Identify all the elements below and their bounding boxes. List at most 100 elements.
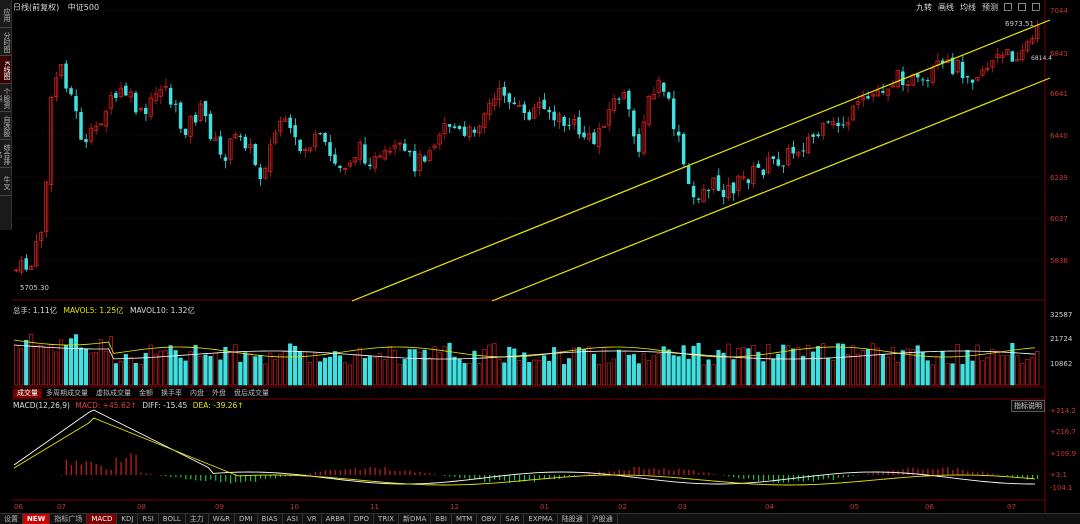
bottom-tab-14[interactable]: DPO [350, 514, 375, 524]
volume-bar [940, 351, 945, 386]
candle-body [108, 95, 114, 109]
candle-body [163, 85, 168, 88]
volume-bar [686, 358, 691, 386]
bottom-tab-18[interactable]: MTM [452, 514, 478, 524]
candle-body [407, 150, 412, 153]
volume-bar [980, 360, 985, 386]
volume-bar [467, 362, 472, 386]
candle-body [556, 113, 562, 123]
volume-tab-7[interactable]: 盘后成交量 [234, 389, 269, 397]
candle-body [776, 159, 781, 166]
bottom-tab-12[interactable]: VR [303, 514, 322, 524]
indicator-help-button[interactable]: 指标说明 [1011, 400, 1045, 412]
candle-body [302, 149, 308, 151]
volume-tab-2[interactable]: 虚拟成交量 [96, 389, 131, 397]
bottom-tab-0[interactable]: 设置 [0, 514, 23, 524]
candle-body [293, 125, 297, 138]
list-icon[interactable] [1018, 3, 1026, 11]
volume-tab-6[interactable]: 外盘 [212, 389, 226, 397]
candle-body [965, 76, 970, 78]
candle-body [124, 85, 128, 96]
candle-body [368, 164, 372, 167]
macd-dea-line [13, 417, 1036, 486]
volume-bar [850, 345, 856, 386]
volume-bar [63, 344, 69, 386]
bottom-tab-22[interactable]: 陆股通 [558, 514, 588, 524]
volume-bar [178, 357, 183, 386]
bottom-tab-20[interactable]: SAR [501, 514, 525, 524]
candle-body [228, 138, 233, 160]
volume-axis-label: 32587 [1050, 311, 1073, 319]
bottom-tab-23[interactable]: 沪股通 [588, 514, 618, 524]
high-annotation: 6973.51 [1005, 20, 1034, 28]
top-tool-2[interactable]: 均线 [960, 3, 976, 12]
volume-bar [646, 360, 651, 386]
current-annotation: 6814.4 [1031, 55, 1052, 62]
macd-diff-line [13, 409, 1036, 485]
candle-body [811, 134, 815, 137]
volume-bar [113, 363, 118, 386]
macd-axis-label: +314.2 [1050, 407, 1076, 415]
bottom-tab-2[interactable]: 指标广场 [50, 514, 88, 524]
bottom-tab-1[interactable]: NEW [23, 514, 51, 524]
candle-body [656, 79, 661, 93]
volume-bar [791, 348, 796, 386]
volume-bar [900, 350, 905, 386]
candle-body [1030, 38, 1035, 44]
top-tool-1[interactable]: 画线 [938, 3, 954, 12]
bottom-tab-21[interactable]: EXPMA [524, 514, 558, 524]
volume-bar [721, 352, 726, 386]
bottom-tab-17[interactable]: BBI [431, 514, 452, 524]
volume-bar [268, 352, 273, 386]
sidebar-item-2[interactable]: K线图 [0, 56, 11, 84]
volume-bar [681, 345, 686, 386]
volume-bar [228, 351, 233, 386]
bottom-tab-3[interactable]: MACD [87, 514, 118, 524]
bottom-tab-6[interactable]: BOLL [159, 514, 186, 524]
macd-name[interactable]: MACD(12,26,9) [13, 401, 70, 410]
bottom-tab-11[interactable]: ASI [283, 514, 303, 524]
candle-body [611, 98, 617, 111]
bottom-tab-9[interactable]: DMI [235, 514, 258, 524]
volume-bar [248, 353, 253, 386]
candle-body [143, 107, 148, 114]
candle-body [866, 96, 870, 99]
volume-tab-1[interactable]: 多周期成交量 [46, 389, 88, 397]
volume-tab-5[interactable]: 内盘 [190, 389, 204, 397]
volume-bar [347, 364, 353, 386]
bottom-tab-13[interactable]: ARBR [322, 514, 350, 524]
bottom-tab-8[interactable]: W&R [209, 514, 236, 524]
sidebar-item-1[interactable]: 分时图 [0, 28, 11, 56]
candle-body [791, 146, 795, 154]
volume-bar [915, 345, 920, 386]
volume-bar [308, 361, 313, 386]
bottom-tab-5[interactable]: RSI [138, 514, 159, 524]
candle-body [507, 93, 512, 103]
sidebar-item-6[interactable]: 牛叉 [0, 168, 11, 196]
top-tool-3[interactable]: 预测 [982, 3, 998, 12]
volume-bar [895, 362, 900, 386]
period-label[interactable]: 日线(前复权) [13, 3, 60, 12]
bottom-tab-15[interactable]: TRIX [374, 514, 400, 524]
bottom-tab-4[interactable]: KDJ [117, 514, 139, 524]
bottom-tab-10[interactable]: BIAS [258, 514, 283, 524]
sidebar-item-4[interactable]: 自选股 [0, 112, 11, 140]
bottom-tab-7[interactable]: 主力 [186, 514, 209, 524]
bottom-tab-16[interactable]: 新DMA [399, 514, 432, 524]
kline-chart[interactable] [0, 0, 1080, 513]
candle-body [816, 134, 820, 137]
volume-bar [457, 358, 462, 386]
volume-tab-3[interactable]: 金额 [139, 389, 153, 397]
sidebar-item-0[interactable]: 应用 [0, 0, 11, 28]
sidebar-item-5[interactable]: 综合排名 [0, 140, 11, 168]
bottom-tab-19[interactable]: OBV [477, 514, 502, 524]
low-annotation: 5705.30 [20, 284, 49, 292]
candle-body [970, 79, 975, 83]
candle-body [487, 102, 492, 116]
sidebar-item-3[interactable]: 个股资料 [0, 84, 11, 112]
volume-tab-0[interactable]: 成交量 [13, 389, 42, 398]
volume-bar [870, 343, 875, 386]
top-tool-0[interactable]: 九转 [916, 3, 932, 12]
volume-tab-4[interactable]: 换手率 [161, 389, 182, 397]
macd-diff: DIFF: -15.45 [142, 401, 188, 410]
